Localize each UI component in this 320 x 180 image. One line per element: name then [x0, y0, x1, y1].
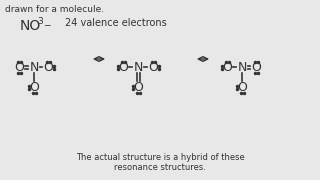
Text: The actual structure is a hybrid of these: The actual structure is a hybrid of thes… — [76, 154, 244, 163]
Text: O: O — [251, 60, 261, 73]
Text: O: O — [118, 60, 128, 73]
Text: N: N — [133, 60, 143, 73]
Text: NO: NO — [20, 19, 41, 33]
Text: O: O — [148, 60, 158, 73]
Text: O: O — [237, 80, 247, 93]
Text: O: O — [43, 60, 53, 73]
Text: drawn for a molecule.: drawn for a molecule. — [5, 5, 104, 14]
Text: O: O — [29, 80, 39, 93]
Text: −: − — [43, 20, 51, 29]
Text: O: O — [14, 60, 24, 73]
Text: N: N — [237, 60, 247, 73]
Text: O: O — [133, 80, 143, 93]
Text: N: N — [29, 60, 39, 73]
Text: O: O — [222, 60, 232, 73]
Text: 3: 3 — [37, 17, 43, 26]
Text: 24 valence electrons: 24 valence electrons — [65, 18, 167, 28]
Text: resonance structures.: resonance structures. — [114, 163, 206, 172]
